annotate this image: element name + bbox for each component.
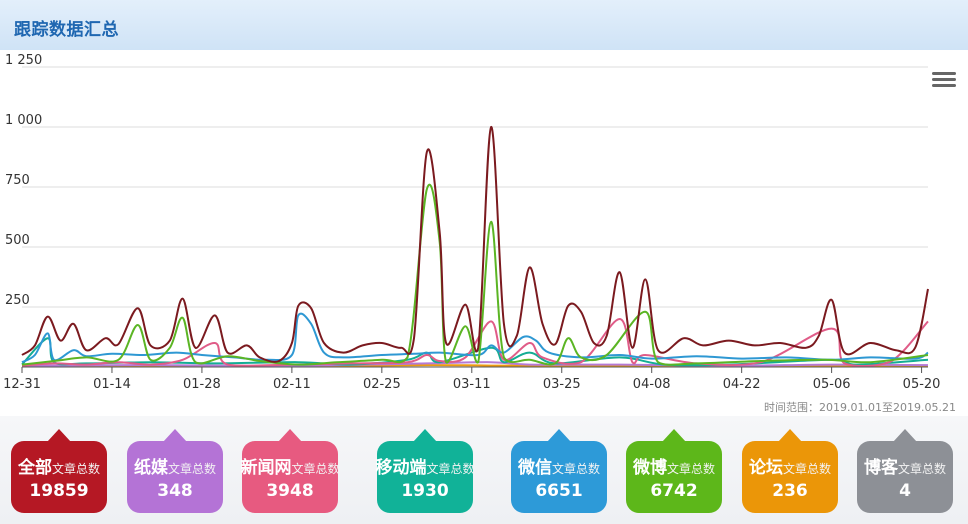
stat-card[interactable]: 微博文章总数 6742 (626, 429, 722, 513)
x-tick-label: 04-08 (633, 377, 671, 392)
y-tick-label: 250 (5, 293, 30, 308)
panel-header: 跟踪数据汇总 (0, 0, 968, 50)
x-tick-label: 04-22 (723, 377, 761, 392)
card-count: 348 (157, 481, 193, 501)
card-suffix: 文章总数 (551, 462, 600, 476)
card-notch (547, 429, 571, 442)
card-notch (278, 429, 302, 442)
card-name: 移动端 (375, 458, 427, 478)
card-count: 6651 (535, 481, 583, 501)
x-tick-label: 03-25 (543, 377, 581, 392)
card-suffix: 文章总数 (51, 462, 100, 476)
y-tick-label: 500 (5, 233, 30, 248)
x-tick-label: 05-20 (903, 377, 941, 392)
x-tick-label: 02-25 (363, 377, 401, 392)
card-name: 微博 (632, 458, 667, 478)
stat-card[interactable]: 论坛文章总数 236 (742, 429, 838, 513)
stat-card[interactable]: 微信文章总数 6651 (511, 429, 607, 513)
y-tick-label: 750 (5, 173, 30, 188)
card-notch (47, 429, 71, 442)
stat-card[interactable]: 新闻网文章总数 3948 (240, 429, 340, 513)
x-tick-label: 12-31 (3, 377, 41, 392)
series-line[interactable] (21, 183, 929, 366)
card-suffix: 文章总数 (426, 462, 475, 476)
card-notch (778, 429, 802, 442)
card-count: 236 (772, 481, 808, 501)
card-notch (413, 429, 437, 442)
card-suffix: 文章总数 (167, 462, 216, 476)
stat-card[interactable]: 全部文章总数 19859 (11, 429, 107, 513)
card-name: 新闻网 (240, 458, 292, 478)
card-notch (893, 429, 917, 442)
time-range-label: 时间范围：2019.01.01至2019.05.21 (764, 401, 956, 414)
card-name: 纸媒 (133, 458, 168, 478)
stat-card[interactable]: 移动端文章总数 1930 (375, 429, 475, 513)
y-tick-label: 1 250 (5, 53, 42, 68)
card-count: 19859 (29, 481, 89, 501)
card-suffix: 文章总数 (782, 462, 831, 476)
card-suffix: 文章总数 (666, 462, 715, 476)
chart-menu-icon[interactable] (932, 72, 956, 92)
card-name: 博客 (863, 458, 898, 478)
card-suffix: 文章总数 (291, 462, 340, 476)
x-tick-label: 01-28 (183, 377, 221, 392)
card-notch (163, 429, 187, 442)
card-count: 6742 (650, 481, 698, 501)
stat-card[interactable]: 纸媒文章总数 348 (127, 429, 223, 513)
stat-card[interactable]: 博客文章总数 4 (857, 429, 953, 513)
card-notch (662, 429, 686, 442)
card-count: 1930 (401, 481, 449, 501)
series-line[interactable] (21, 312, 929, 364)
trend-line-chart: 12-31 01-14 01-28 02-11 02-25 03-11 03-25 04-08… (3, 53, 941, 392)
card-count: 4 (899, 481, 911, 501)
card-name: 论坛 (748, 458, 783, 478)
y-tick-label: 1 000 (5, 113, 42, 128)
card-count: 3948 (266, 481, 314, 501)
card-name: 微信 (517, 458, 552, 478)
card-name: 全部 (17, 458, 52, 478)
x-tick-label: 03-11 (453, 377, 491, 392)
card-suffix: 文章总数 (897, 462, 946, 476)
x-tick-label: 05-06 (813, 377, 851, 392)
series-line[interactable] (21, 125, 929, 363)
x-tick-label: 02-11 (273, 377, 311, 392)
x-tick-label: 01-14 (93, 377, 131, 392)
panel-title: 跟踪数据汇总 (14, 20, 119, 40)
